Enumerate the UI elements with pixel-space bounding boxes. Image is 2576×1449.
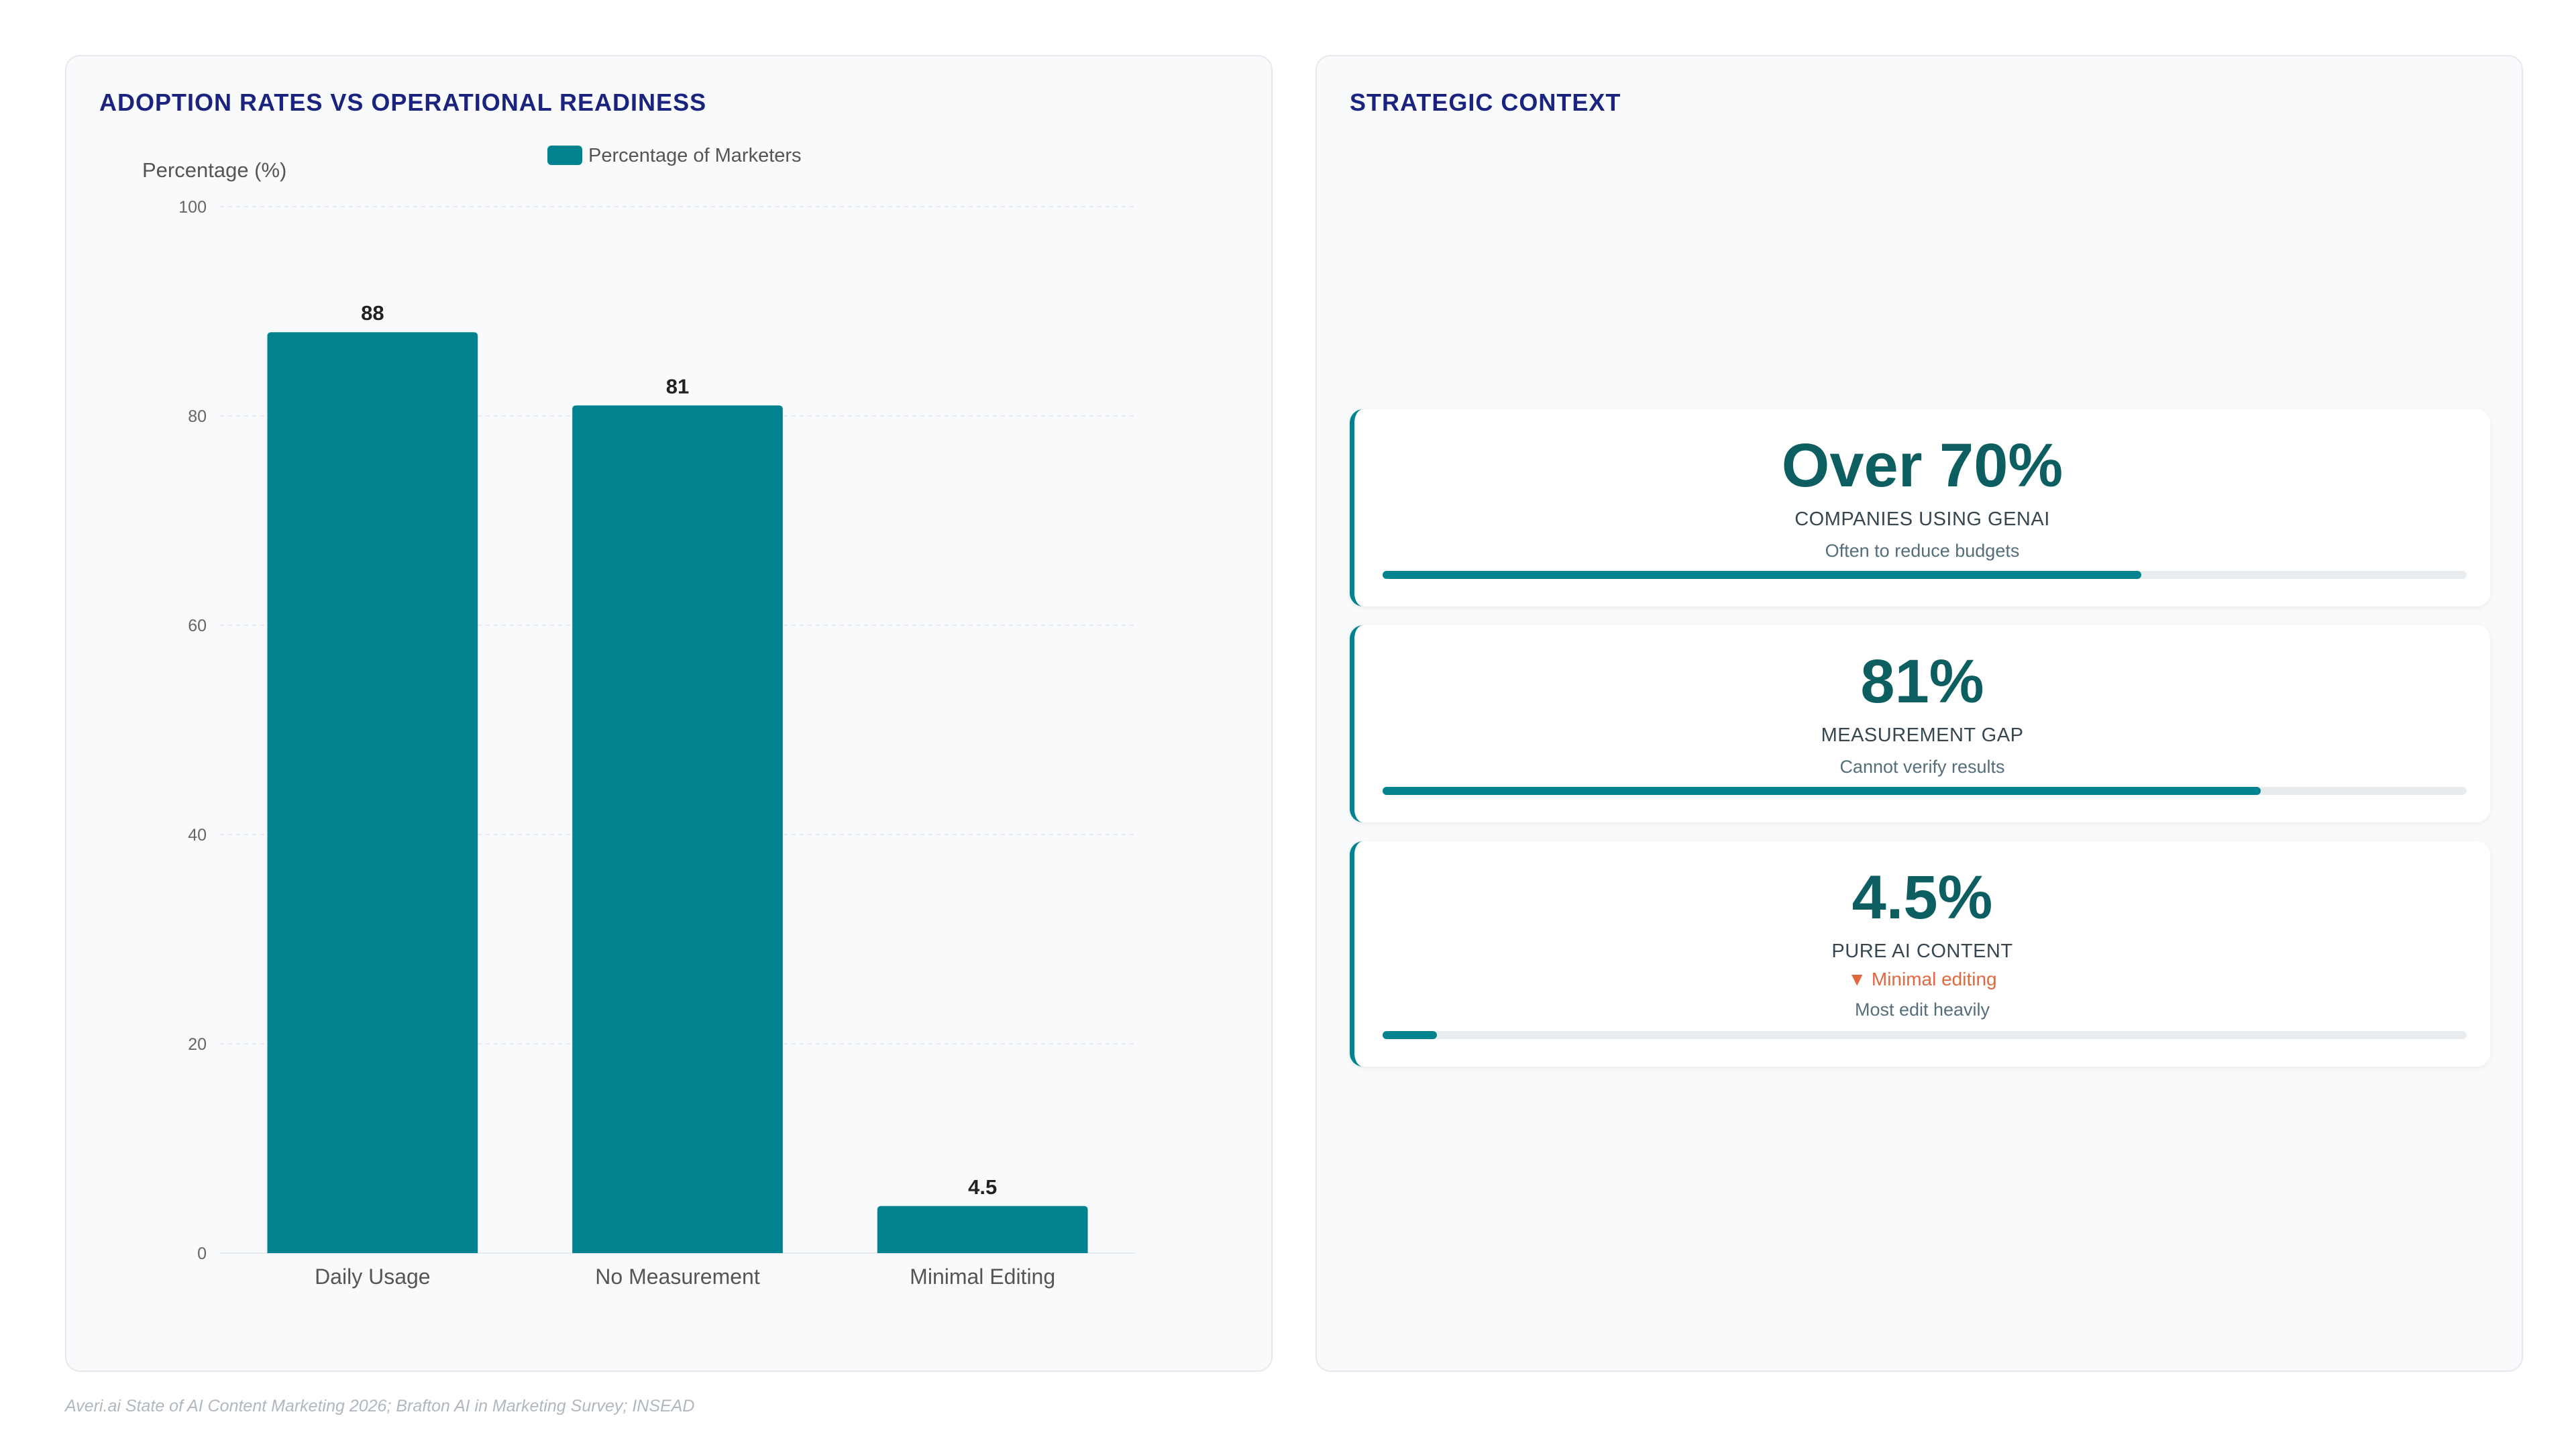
bar-chart: 0 20 40 60 80 100 Percentage (%) Percentage of … [142, 145, 1135, 1289]
y-tick-label: 0 [197, 1244, 207, 1263]
bar-daily-usage [267, 332, 478, 1254]
bar-no-measurement [572, 405, 783, 1253]
data-label: 88 [361, 301, 384, 325]
source-footnote: Averi.ai State of AI Content Marketing 2… [65, 1397, 695, 1415]
stat-card-pure-ai: 4.5% PURE AI CONTENT ▼ Minimal editing M… [1350, 841, 2490, 1067]
stat-subtext: Cannot verify results [1839, 757, 2005, 777]
stat-value: 81% [1860, 647, 1984, 716]
chart-panel-title: ADOPTION RATES VS OPERATIONAL READINESS [99, 89, 707, 116]
y-tick-label: 60 [188, 616, 207, 635]
chart-panel: ADOPTION RATES VS OPERATIONAL READINESS … [65, 55, 1273, 1372]
stat-subtext: Often to reduce budgets [1825, 541, 2020, 561]
progress-fill [1383, 787, 2261, 795]
progress-track [1383, 571, 2467, 579]
progress-fill [1383, 1031, 1437, 1039]
legend-label: Percentage of Marketers [588, 145, 802, 166]
legend-swatch [547, 146, 582, 165]
x-tick-label: Daily Usage [315, 1265, 431, 1289]
stat-cards: Over 70% COMPANIES USING GENAI Often to … [1350, 409, 2490, 1085]
y-axis-label: Percentage (%) [142, 158, 286, 182]
data-label: 4.5 [968, 1175, 997, 1199]
progress-fill [1383, 571, 2142, 579]
context-panel: STRATEGIC CONTEXT Over 70% COMPANIES USI… [1316, 55, 2523, 1372]
y-tick-label: 20 [188, 1035, 207, 1054]
context-panel-title: STRATEGIC CONTEXT [1350, 89, 1621, 116]
x-tick-label: No Measurement [595, 1265, 760, 1289]
progress-track [1383, 1031, 2467, 1039]
y-tick-label: 40 [188, 826, 207, 845]
x-tick-label: Minimal Editing [910, 1265, 1055, 1289]
y-tick-label: 80 [188, 407, 207, 426]
stat-label: MEASUREMENT GAP [1821, 724, 2024, 746]
stat-label: COMPANIES USING GENAI [1794, 508, 2050, 530]
stat-label: PURE AI CONTENT [1831, 941, 2013, 962]
bar-minimal-editing [877, 1205, 1088, 1253]
stat-card-measurement: 81% MEASUREMENT GAP Cannot verify result… [1350, 625, 2490, 822]
stat-card-genai: Over 70% COMPANIES USING GENAI Often to … [1350, 409, 2490, 606]
stat-subtext: Most edit heavily [1854, 1000, 1990, 1020]
progress-track [1383, 787, 2467, 795]
data-label: 81 [666, 374, 689, 398]
stat-value: Over 70% [1781, 431, 2063, 500]
stat-value: 4.5% [1851, 863, 1993, 932]
trend-down-indicator: ▼ Minimal editing [1847, 969, 1997, 989]
y-tick-label: 100 [178, 198, 207, 217]
